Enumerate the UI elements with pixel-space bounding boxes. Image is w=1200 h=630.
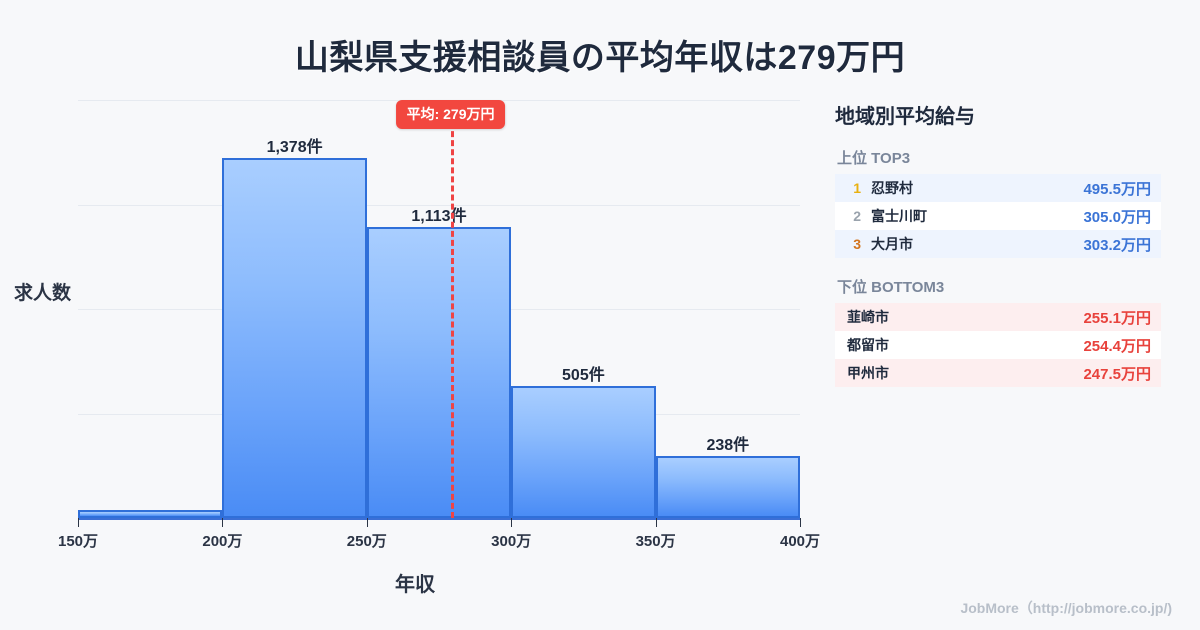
histogram-bar bbox=[511, 386, 656, 518]
histogram-bar bbox=[655, 455, 800, 518]
bottom3-label: 下位 BOTTOM3 bbox=[837, 279, 945, 296]
x-axis-tick bbox=[511, 518, 513, 527]
rank-number: 1 bbox=[853, 180, 861, 196]
region-salary: 247.5万円 bbox=[1083, 365, 1151, 383]
region-salary: 255.1万円 bbox=[1083, 309, 1151, 327]
x-axis-title: 年収 bbox=[395, 574, 435, 596]
salary-histogram-chart: 求人数 1,378件 1,113件 505件 238件 150万 200万 250万 300万… bbox=[0, 90, 830, 550]
x-axis-tick bbox=[222, 518, 224, 527]
page-title: 山梨県支援相談員の平均年収は279万円 bbox=[294, 39, 906, 77]
top3-label: 上位 TOP3 bbox=[837, 150, 911, 167]
region-name: 韮崎市 bbox=[847, 309, 889, 325]
x-axis-tick-label: 250万 bbox=[346, 533, 387, 550]
region-salary: 305.0万円 bbox=[1083, 208, 1151, 226]
x-axis-tick bbox=[366, 518, 368, 527]
table-row: 2 富士川町 305.0万円 bbox=[835, 202, 1161, 230]
table-row: 都留市 254.4万円 bbox=[835, 331, 1161, 359]
region-name: 甲州市 bbox=[847, 365, 889, 381]
bar-value-label: 1,378件 bbox=[266, 138, 323, 156]
x-axis-tick bbox=[800, 518, 801, 527]
region-name: 富士川町 bbox=[871, 208, 927, 224]
footer-watermark: JobMore（http://jobmore.co.jp/) bbox=[960, 600, 1172, 616]
region-salary: 254.4万円 bbox=[1083, 337, 1151, 355]
region-name: 忍野村 bbox=[871, 180, 913, 196]
y-axis-title: 求人数 bbox=[14, 283, 72, 304]
bar-value-label: 505件 bbox=[562, 367, 605, 385]
rank-number: 3 bbox=[853, 236, 861, 252]
table-row: 3 大月市 303.2万円 bbox=[835, 230, 1161, 258]
plot-area: 1,378件 1,113件 505件 238件 150万 200万 250万 300万 350万… bbox=[58, 100, 820, 550]
table-row: 1 忍野村 495.5万円 bbox=[835, 174, 1161, 202]
histogram-bar bbox=[222, 158, 367, 518]
region-salary: 495.5万円 bbox=[1083, 180, 1151, 198]
histogram-bar bbox=[366, 227, 512, 518]
region-name: 都留市 bbox=[847, 337, 889, 353]
x-axis-tick-label: 200万 bbox=[202, 533, 243, 550]
x-axis-tick bbox=[655, 518, 657, 527]
bar-value-label: 1,113件 bbox=[411, 208, 467, 226]
average-line bbox=[450, 122, 454, 518]
panel-title: 地域別平均給与 bbox=[835, 106, 975, 128]
x-axis-baseline bbox=[78, 518, 800, 520]
x-axis-tick bbox=[78, 518, 79, 527]
x-axis-tick-label: 150万 bbox=[57, 533, 99, 550]
bottom3-table: 韮崎市 255.1万円都留市 254.4万円甲州市 247.5万円 bbox=[835, 303, 1161, 387]
average-badge: 平均: 279万円 bbox=[395, 100, 506, 129]
rank-number: 2 bbox=[853, 208, 861, 224]
region-salary-panel: 地域別平均給与 上位 TOP3 1 忍野村 495.5万円 2 富士川町 305.0万円 3… bbox=[835, 100, 1165, 405]
table-row: 韮崎市 255.1万円 bbox=[835, 303, 1161, 331]
gridline bbox=[78, 204, 800, 206]
histogram-bar bbox=[78, 510, 223, 518]
x-axis-tick-label: 350万 bbox=[635, 533, 676, 550]
region-salary: 303.2万円 bbox=[1083, 236, 1151, 254]
table-row: 甲州市 247.5万円 bbox=[835, 359, 1161, 387]
region-name: 大月市 bbox=[871, 236, 913, 252]
x-axis-tick-label: 400万 bbox=[779, 533, 821, 550]
top3-table: 1 忍野村 495.5万円 2 富士川町 305.0万円 3 大月市 303.2万円 bbox=[835, 174, 1161, 258]
x-axis-tick-label: 300万 bbox=[491, 533, 532, 550]
bar-value-label: 238件 bbox=[706, 436, 750, 454]
